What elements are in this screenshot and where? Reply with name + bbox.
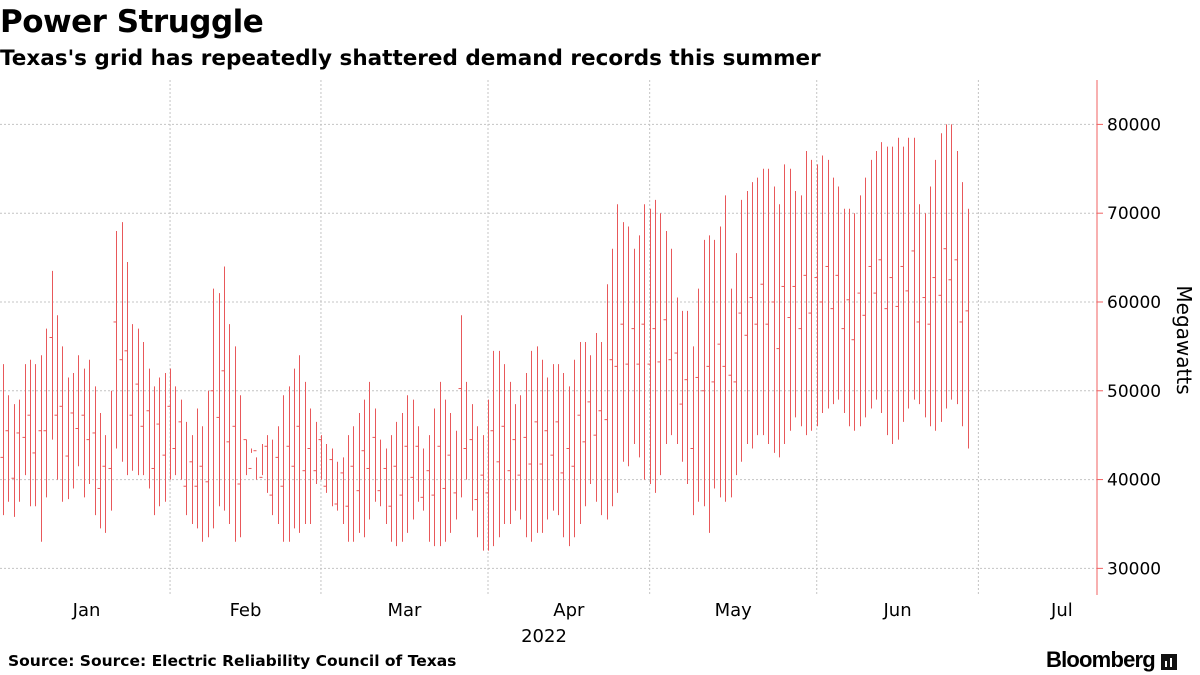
x-axis-year-label: 2022 [521, 626, 567, 647]
terminal-icon [1160, 654, 1177, 670]
month-label: Jun [882, 600, 911, 621]
y-tick-label: 70000 [1107, 204, 1161, 224]
daily-range-bars [0, 124, 969, 551]
y-axis-label: Megawatts [1172, 285, 1196, 394]
brand-name: Bloomberg [1046, 647, 1156, 672]
bloomberg-logo: Bloomberg [1046, 646, 1177, 674]
y-tick-label: 60000 [1107, 293, 1161, 313]
month-label: Feb [230, 600, 262, 621]
month-label: Jul [1050, 600, 1073, 621]
month-label: May [715, 600, 753, 621]
grid-lines [0, 80, 1097, 595]
chart-subtitle: Texas's grid has repeatedly shattered de… [0, 46, 821, 71]
y-tick-label: 80000 [1107, 115, 1161, 135]
chart-title: Power Struggle [0, 4, 264, 40]
y-tick-label: 40000 [1107, 471, 1161, 491]
month-label: Apr [553, 600, 585, 621]
y-axis: 30000 40000 50000 60000 70000 80000 [1096, 80, 1161, 595]
month-label: Jan [72, 600, 101, 621]
x-axis-month-labels: Jan Feb Mar Apr May Jun Jul [72, 600, 1073, 621]
month-label: Mar [387, 600, 422, 621]
y-tick-label: 50000 [1107, 382, 1161, 402]
y-tick-label: 30000 [1107, 559, 1161, 579]
source-note: Source: Source: Electric Reliability Cou… [8, 652, 457, 670]
